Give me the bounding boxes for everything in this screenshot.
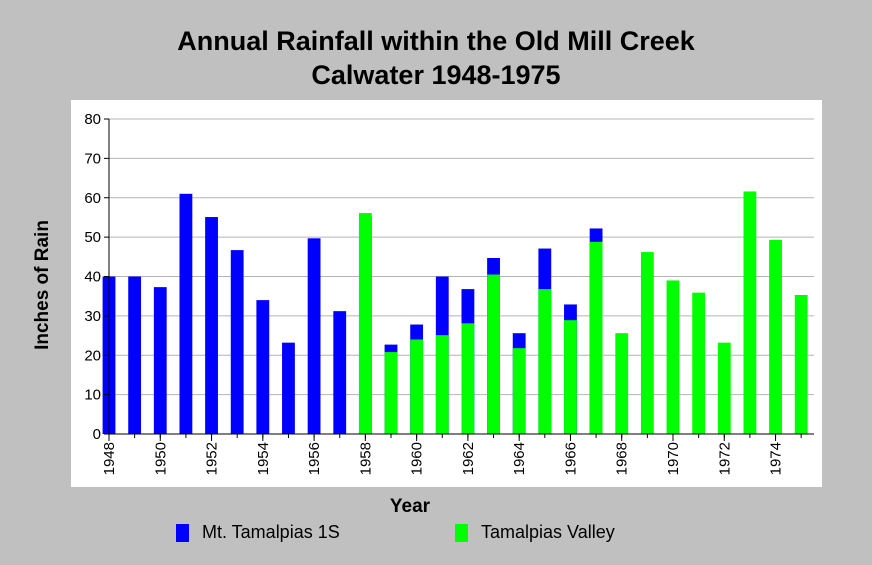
legend-item-series-1: Mt. Tamalpias 1S bbox=[176, 522, 340, 543]
bar-1-1953 bbox=[230, 250, 244, 434]
y-tick-label: 70 bbox=[84, 150, 101, 167]
bar-2-1968 bbox=[615, 333, 629, 434]
bar-2-1961 bbox=[435, 335, 449, 434]
y-tick-label: 0 bbox=[93, 426, 101, 443]
bar-1-1956 bbox=[307, 238, 321, 434]
x-tick-label: 1948 bbox=[101, 442, 118, 475]
legend-swatch-series-2 bbox=[455, 523, 468, 542]
bar-2-1973 bbox=[743, 191, 757, 434]
bar-1-1955 bbox=[282, 342, 295, 434]
x-tick-label: 1966 bbox=[562, 442, 579, 475]
bar-2-1974 bbox=[769, 239, 782, 434]
chart-title-line-2: Calwater 1948-1975 bbox=[311, 60, 561, 90]
x-tick-label: 1968 bbox=[614, 442, 631, 475]
y-tick-label: 30 bbox=[84, 308, 101, 325]
y-tick-label: 60 bbox=[84, 190, 101, 207]
legend-swatch-series-1 bbox=[176, 523, 189, 542]
x-axis-label: Year bbox=[389, 496, 431, 517]
bar-2-1964 bbox=[512, 348, 526, 434]
x-tick-label: 1970 bbox=[665, 442, 682, 475]
y-tick-label: 40 bbox=[84, 269, 101, 286]
bar-2-1962 bbox=[461, 323, 475, 434]
bar-2-1970 bbox=[666, 280, 680, 434]
y-tick-label: 20 bbox=[84, 347, 101, 364]
x-tick-label: 1958 bbox=[357, 442, 374, 475]
legend-label-series-1: Mt. Tamalpias 1S bbox=[202, 522, 340, 542]
x-tick-label: 1972 bbox=[716, 442, 733, 475]
x-tick-label: 1956 bbox=[306, 442, 323, 475]
bar-2-1963 bbox=[487, 274, 500, 434]
x-tick-label: 1954 bbox=[255, 442, 272, 475]
x-tick-label: 1952 bbox=[204, 442, 221, 475]
bar-1-1951 bbox=[179, 193, 193, 434]
x-tick-label: 1962 bbox=[460, 442, 477, 475]
bar-2-1967 bbox=[589, 241, 603, 434]
y-tick-label: 80 bbox=[84, 111, 101, 128]
legend-label-series-2: Tamalpias Valley bbox=[481, 522, 615, 542]
bar-2-1959 bbox=[384, 352, 398, 434]
x-tick-label: 1974 bbox=[768, 442, 785, 475]
bar-2-1958 bbox=[358, 213, 372, 434]
x-tick-label: 1964 bbox=[511, 442, 528, 475]
y-tick-label: 10 bbox=[84, 387, 101, 404]
bar-2-1966 bbox=[564, 320, 577, 434]
bar-2-1969 bbox=[640, 252, 654, 434]
chart-title: Annual Rainfall within the Old Mill Cree… bbox=[0, 24, 872, 92]
bar-2-1960 bbox=[410, 339, 424, 434]
bar-1-1957 bbox=[333, 311, 347, 434]
x-tick-label: 1960 bbox=[409, 442, 426, 475]
bar-2-1965 bbox=[538, 289, 552, 434]
bar-2-1975 bbox=[794, 295, 808, 434]
bar-2-1971 bbox=[692, 292, 706, 434]
y-tick-label: 50 bbox=[84, 229, 101, 246]
x-tick-label: 1950 bbox=[152, 442, 169, 475]
bar-2-1972 bbox=[717, 342, 731, 434]
legend-item-series-2: Tamalpias Valley bbox=[455, 522, 615, 543]
bar-1-1949 bbox=[128, 276, 142, 434]
y-axis-label: Inches of Rain bbox=[32, 220, 53, 350]
bar-1-1950 bbox=[153, 287, 167, 434]
bar-1-1954 bbox=[256, 300, 270, 434]
chart-title-line-1: Annual Rainfall within the Old Mill Cree… bbox=[177, 26, 695, 56]
bar-1-1952 bbox=[205, 217, 218, 434]
